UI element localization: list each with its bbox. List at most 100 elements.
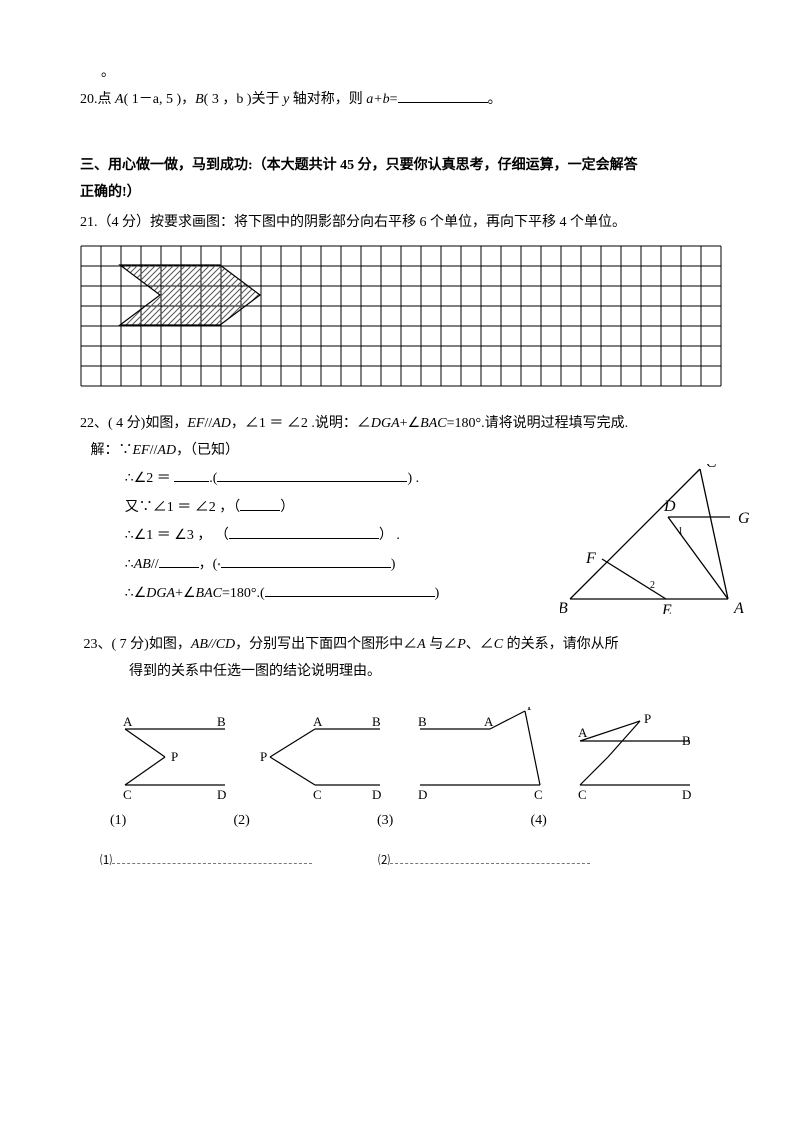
q22-l4a: ∴ xyxy=(125,557,134,572)
svg-text:C: C xyxy=(578,787,587,802)
svg-text:G: G xyxy=(738,510,750,527)
q23-par: // xyxy=(208,637,216,652)
svg-text:A: A xyxy=(733,600,744,614)
page: 。 20.点 A( 1－a, 5 )，B( 3 ，b )关于 y 轴对称，则 a… xyxy=(0,0,800,1132)
section3-line2: 正确的!） xyxy=(80,180,750,207)
svg-text:F: F xyxy=(585,550,596,567)
q22-ang2: ∠ xyxy=(287,416,301,431)
q22-l4e: ) xyxy=(391,557,396,572)
q22-sol-ad: AD xyxy=(157,443,176,458)
q22-l3-blank[interactable] xyxy=(229,524,379,539)
q23-b2-line[interactable] xyxy=(390,851,590,864)
q22-sol-ef: EF xyxy=(133,443,150,458)
svg-text:A: A xyxy=(484,714,494,729)
q23-svg: ABPCDABPCDBAPDCABPCD xyxy=(110,707,710,802)
svg-text:C: C xyxy=(706,464,717,471)
q22-2: 2 xyxy=(301,416,308,431)
q22-l2c: 2 ，（ xyxy=(209,500,241,515)
svg-text:B: B xyxy=(217,714,226,729)
svg-text:D: D xyxy=(418,787,427,802)
grid-svg xyxy=(80,245,724,389)
svg-text:D: D xyxy=(372,787,381,802)
q22-l2: 又∵∠1 ＝ ∠2 ，（） xyxy=(80,495,560,522)
q22-l1c: .( xyxy=(209,471,217,486)
svg-text:1: 1 xyxy=(678,526,683,537)
q20-A: A xyxy=(115,92,124,107)
q22-l2a: 又∵ xyxy=(125,500,153,515)
q20-mid: 关于 xyxy=(252,92,284,107)
svg-text:P: P xyxy=(171,749,178,764)
q23-ab: AB xyxy=(191,637,208,652)
q22-ang1: ∠ xyxy=(245,416,259,431)
q23-mid: ，分别写出下面四个图形中 xyxy=(235,637,403,652)
q22-l3-ang1: ∠ xyxy=(134,528,147,543)
svg-text:D: D xyxy=(217,787,226,802)
q22-l5e: ) xyxy=(435,586,440,601)
q22-solution-line: 解：∵EF//AD，（已知） xyxy=(87,438,750,465)
svg-text:B: B xyxy=(682,733,691,748)
q22-eq: ＝ xyxy=(266,416,287,431)
q20-end: 。 xyxy=(488,92,502,107)
q20-axis-text: 轴对称，则 xyxy=(289,92,366,107)
q20-blank[interactable] xyxy=(398,88,488,103)
svg-text:B: B xyxy=(560,600,568,614)
q22-l1-blank2[interactable] xyxy=(217,467,407,482)
q20-line: 20.点 A( 1－a, 5 )，B( 3 ，b )关于 y 轴对称，则 a+b… xyxy=(80,87,750,114)
q22-l4: ∴AB//，(•) xyxy=(80,552,560,579)
q22-expl: .说明： xyxy=(308,416,357,431)
q22-l5-plus: + xyxy=(175,586,183,601)
q23-angP: P xyxy=(457,637,466,652)
svg-text:A: A xyxy=(123,714,133,729)
svg-text:P: P xyxy=(260,749,267,764)
stray-period: 。 xyxy=(101,60,750,87)
q22-l1-ang: ∠ xyxy=(134,471,147,486)
q22-ang3: ∠ xyxy=(357,416,371,431)
q23-rel: 的关系，请你从所 xyxy=(503,637,619,652)
q23-angC: C xyxy=(494,637,503,652)
svg-text:C: C xyxy=(123,787,132,802)
q22-plus: + xyxy=(400,416,408,431)
q22-ad: AD xyxy=(212,416,231,431)
q23-b1-line[interactable] xyxy=(112,851,312,864)
svg-text:2: 2 xyxy=(650,580,655,591)
q22-l2-blank[interactable] xyxy=(240,496,280,511)
q22-l4-blank1[interactable] xyxy=(159,553,199,568)
q22-l5a: ∴ xyxy=(125,586,134,601)
svg-text:B: B xyxy=(418,714,427,729)
q23-b2: ⑵ xyxy=(378,853,390,867)
q23-cd: CD xyxy=(216,637,235,652)
q22-1: 1 xyxy=(259,416,266,431)
q22-l2d: ） xyxy=(280,500,294,515)
q22-l4b: AB xyxy=(134,557,151,572)
q20-B-coords: ( 3 ，b ) xyxy=(204,92,252,107)
svg-text:P: P xyxy=(644,711,651,726)
svg-text:A: A xyxy=(578,725,588,740)
q22-l3: ∴∠1 ＝ ∠3 ， （） . xyxy=(80,523,560,550)
q23-answers: ⑴ ⑵ xyxy=(100,849,750,872)
svg-text:D: D xyxy=(682,787,691,802)
q22-l5b: DGA xyxy=(146,586,175,601)
q22-l1-blank1[interactable] xyxy=(174,467,209,482)
q22-l2b: 1 ＝ xyxy=(167,500,195,515)
q23-with: 与 xyxy=(426,637,444,652)
q22-l4d: ，( xyxy=(199,557,218,572)
q23-angA-s: ∠ xyxy=(403,637,417,652)
q20-expr: a+b xyxy=(366,92,389,107)
q22-l3a: ∴ xyxy=(125,528,134,543)
q22-l1b: 2 ＝ xyxy=(146,471,174,486)
q20-prefix: 20.点 xyxy=(80,92,115,107)
q22-figure: BEACGDF12 xyxy=(560,464,750,614)
svg-text:C: C xyxy=(313,787,322,802)
q22-l5-blank[interactable] xyxy=(265,582,435,597)
svg-text:B: B xyxy=(372,714,381,729)
q22: 22、( 4 分)如图，EF//AD，∠1 ＝ ∠2 .说明：∠DGA+∠BAC… xyxy=(80,411,750,614)
q23-line2: 得到的关系中任选一图的结论说明理由。 xyxy=(80,659,750,686)
q23-angP-s: ∠ xyxy=(443,637,457,652)
q22-l4-blank2[interactable] xyxy=(221,553,391,568)
q23-angA: A xyxy=(417,637,426,652)
q21-grid xyxy=(80,245,750,389)
section3-line1: 三、用心做一做，马到成功:（本大题共计 45 分，只要你认真思考，仔细运算，一定… xyxy=(80,153,750,180)
q20-B: B xyxy=(195,92,204,107)
q22-bac: BAC xyxy=(420,416,446,431)
q22-l2-ang2: ∠ xyxy=(195,500,209,515)
